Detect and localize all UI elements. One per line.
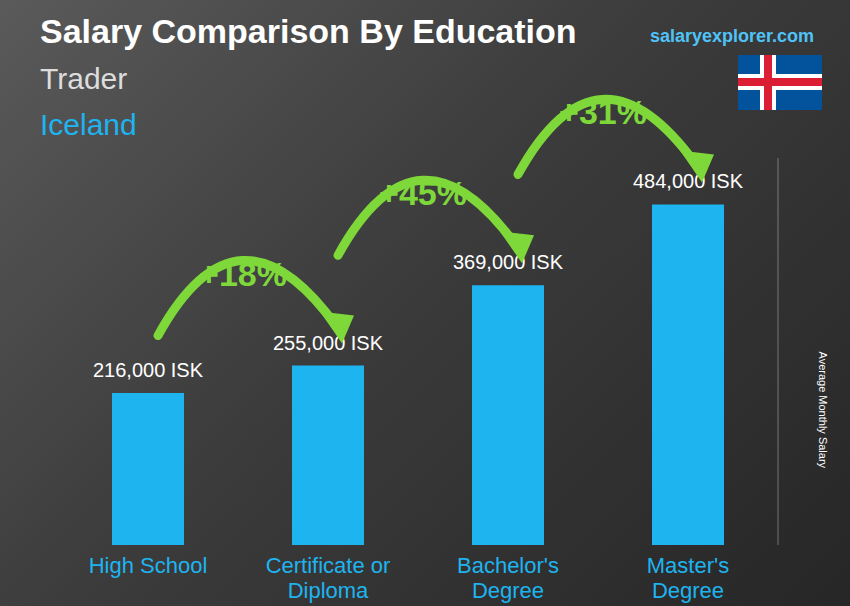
html-text:Trader: Trader [40, 62, 128, 95]
html-text:Salary Comparison By Education: Salary Comparison By Education [40, 12, 577, 50]
svg-text:484,000 ISK: 484,000 ISK [633, 170, 744, 192]
svg-text:Bachelor'sDegree: Bachelor'sDegree [457, 553, 559, 603]
html-text:Iceland: Iceland [40, 108, 137, 141]
svg-text:255,000 ISK: 255,000 ISK [273, 332, 384, 354]
svg-text:Master'sDegree: Master'sDegree [647, 553, 729, 603]
svg-text:High School: High School [89, 553, 208, 578]
svg-text:+18%: +18% [199, 255, 287, 293]
html-text:salaryexplorer.com: salaryexplorer.com [650, 26, 815, 46]
svg-text:Average Monthly Salary: Average Monthly Salary [817, 352, 829, 469]
svg-text:Certificate orDiploma: Certificate orDiploma [266, 553, 391, 603]
svg-text:216,000 ISK: 216,000 ISK [93, 359, 204, 381]
svg-text:+31%: +31% [559, 93, 647, 131]
svg-text:+45%: +45% [379, 174, 467, 212]
svg-text:369,000 ISK: 369,000 ISK [453, 251, 564, 273]
